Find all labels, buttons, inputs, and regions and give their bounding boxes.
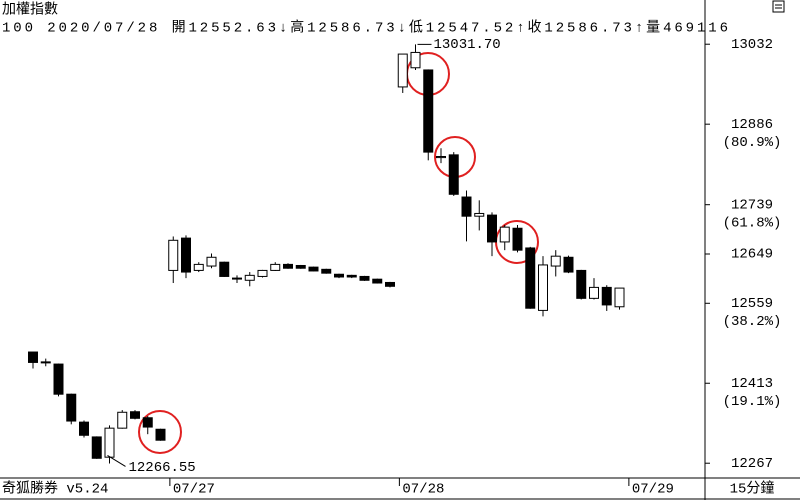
candle-body [104, 427, 115, 458]
candle-body [91, 436, 102, 459]
candle-body [601, 286, 612, 306]
candle-body [79, 421, 89, 436]
y-tick-sublabel: (19.1%) [723, 394, 782, 410]
annotation-label: 12266.55 [129, 460, 196, 476]
candle-body [436, 155, 446, 159]
candle-body [423, 69, 434, 153]
y-tick-label: 12886 [731, 117, 773, 133]
annotation-leader [107, 455, 126, 467]
candle-body [346, 274, 357, 278]
y-tick-sublabel: (61.8%) [723, 215, 782, 231]
y-tick-label: 12649 [731, 247, 773, 263]
candle-body [563, 256, 574, 273]
x-tick-label: 07/28 [402, 482, 444, 498]
candle-body [550, 255, 561, 267]
period-label[interactable]: 15分鐘 [730, 480, 775, 498]
candle-body [219, 261, 230, 277]
y-tick-label: 13032 [731, 37, 773, 53]
y-tick-label: 12739 [731, 197, 773, 213]
annotation-label: 13031.70 [434, 37, 501, 53]
candle-body [614, 287, 625, 308]
candle-body [308, 266, 319, 272]
quote-info: 100 2020/07/28 開12552.63↓高12586.73↓低1254… [2, 19, 728, 37]
candle-body [538, 264, 548, 311]
y-tick-label: 12267 [731, 456, 773, 472]
x-tick-label: 07/29 [632, 482, 674, 498]
candle-body [66, 393, 77, 422]
candle-body [487, 214, 497, 243]
y-tick-sublabel: (80.9%) [723, 135, 782, 151]
candle-body [257, 269, 268, 277]
candle-body [130, 411, 140, 419]
candle-body [193, 263, 204, 271]
candle-body [168, 239, 179, 271]
candle-body [499, 226, 510, 243]
candle-body [117, 411, 128, 429]
y-tick-label: 12413 [731, 376, 773, 392]
candle-body [334, 273, 344, 278]
candle-body [270, 263, 281, 271]
candle-body [525, 247, 536, 309]
chart-title: 加權指數 [2, 2, 58, 19]
candle-body [385, 281, 395, 287]
candle-body [283, 263, 293, 269]
candle-body [512, 227, 523, 251]
x-tick-label: 07/27 [173, 482, 215, 498]
candle-body [410, 51, 421, 69]
candle-body [448, 154, 459, 195]
candle-body [359, 275, 370, 281]
candle-body [155, 428, 166, 441]
highlight-circle [138, 410, 182, 454]
candle-body [372, 278, 383, 284]
y-tick-label: 12559 [731, 296, 773, 312]
menu-icon[interactable] [772, 0, 785, 13]
candle-body [142, 417, 153, 428]
footer-label: 奇狐勝券 v5.24 [2, 480, 108, 498]
candle-body [321, 268, 332, 274]
candle-body [576, 269, 587, 299]
candle-body [461, 196, 472, 217]
candle-body [206, 256, 217, 267]
candle-body [295, 264, 306, 269]
candle-body [474, 212, 485, 217]
candle-body [589, 286, 599, 299]
candle-body [40, 361, 51, 364]
y-tick-sublabel: (38.2%) [723, 314, 782, 330]
candle-body [53, 363, 64, 395]
candle-body [397, 53, 408, 88]
candle-body [28, 351, 38, 363]
candle-body [244, 274, 255, 281]
candle-body [232, 277, 242, 280]
candle-body [181, 237, 191, 273]
